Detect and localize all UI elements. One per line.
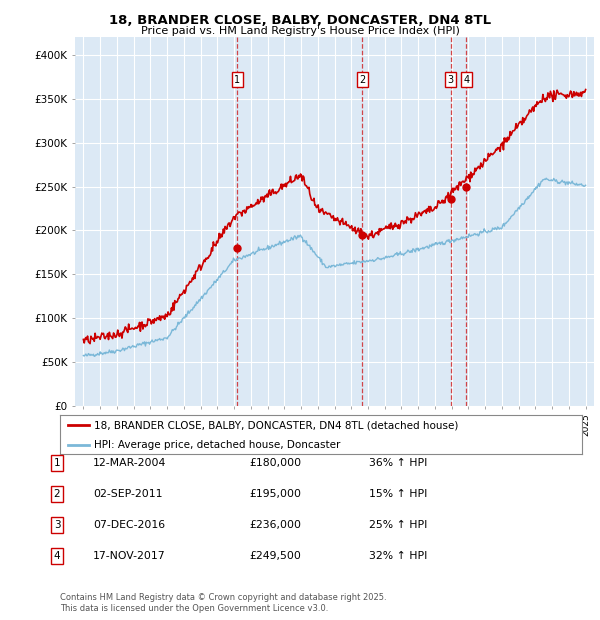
- Text: £236,000: £236,000: [249, 520, 301, 530]
- Text: 32% ↑ HPI: 32% ↑ HPI: [369, 551, 427, 561]
- Text: £180,000: £180,000: [249, 458, 301, 468]
- Text: 02-SEP-2011: 02-SEP-2011: [93, 489, 163, 499]
- Text: 36% ↑ HPI: 36% ↑ HPI: [369, 458, 427, 468]
- Text: 07-DEC-2016: 07-DEC-2016: [93, 520, 165, 530]
- Text: 12-MAR-2004: 12-MAR-2004: [93, 458, 166, 468]
- Text: Contains HM Land Registry data © Crown copyright and database right 2025.
This d: Contains HM Land Registry data © Crown c…: [60, 593, 386, 613]
- Text: 3: 3: [53, 520, 61, 530]
- Text: 25% ↑ HPI: 25% ↑ HPI: [369, 520, 427, 530]
- Text: 18, BRANDER CLOSE, BALBY, DONCASTER, DN4 8TL (detached house): 18, BRANDER CLOSE, BALBY, DONCASTER, DN4…: [94, 420, 458, 430]
- Text: HPI: Average price, detached house, Doncaster: HPI: Average price, detached house, Donc…: [94, 440, 340, 450]
- Text: 15% ↑ HPI: 15% ↑ HPI: [369, 489, 427, 499]
- Text: £249,500: £249,500: [249, 551, 301, 561]
- Text: 4: 4: [53, 551, 61, 561]
- Text: 1: 1: [53, 458, 61, 468]
- Text: Price paid vs. HM Land Registry's House Price Index (HPI): Price paid vs. HM Land Registry's House …: [140, 26, 460, 36]
- Text: 2: 2: [359, 74, 365, 84]
- Text: 18, BRANDER CLOSE, BALBY, DONCASTER, DN4 8TL: 18, BRANDER CLOSE, BALBY, DONCASTER, DN4…: [109, 14, 491, 27]
- Text: 17-NOV-2017: 17-NOV-2017: [93, 551, 166, 561]
- Text: £195,000: £195,000: [249, 489, 301, 499]
- Text: 4: 4: [463, 74, 469, 84]
- Text: 3: 3: [448, 74, 454, 84]
- Text: 1: 1: [234, 74, 240, 84]
- Text: 2: 2: [53, 489, 61, 499]
